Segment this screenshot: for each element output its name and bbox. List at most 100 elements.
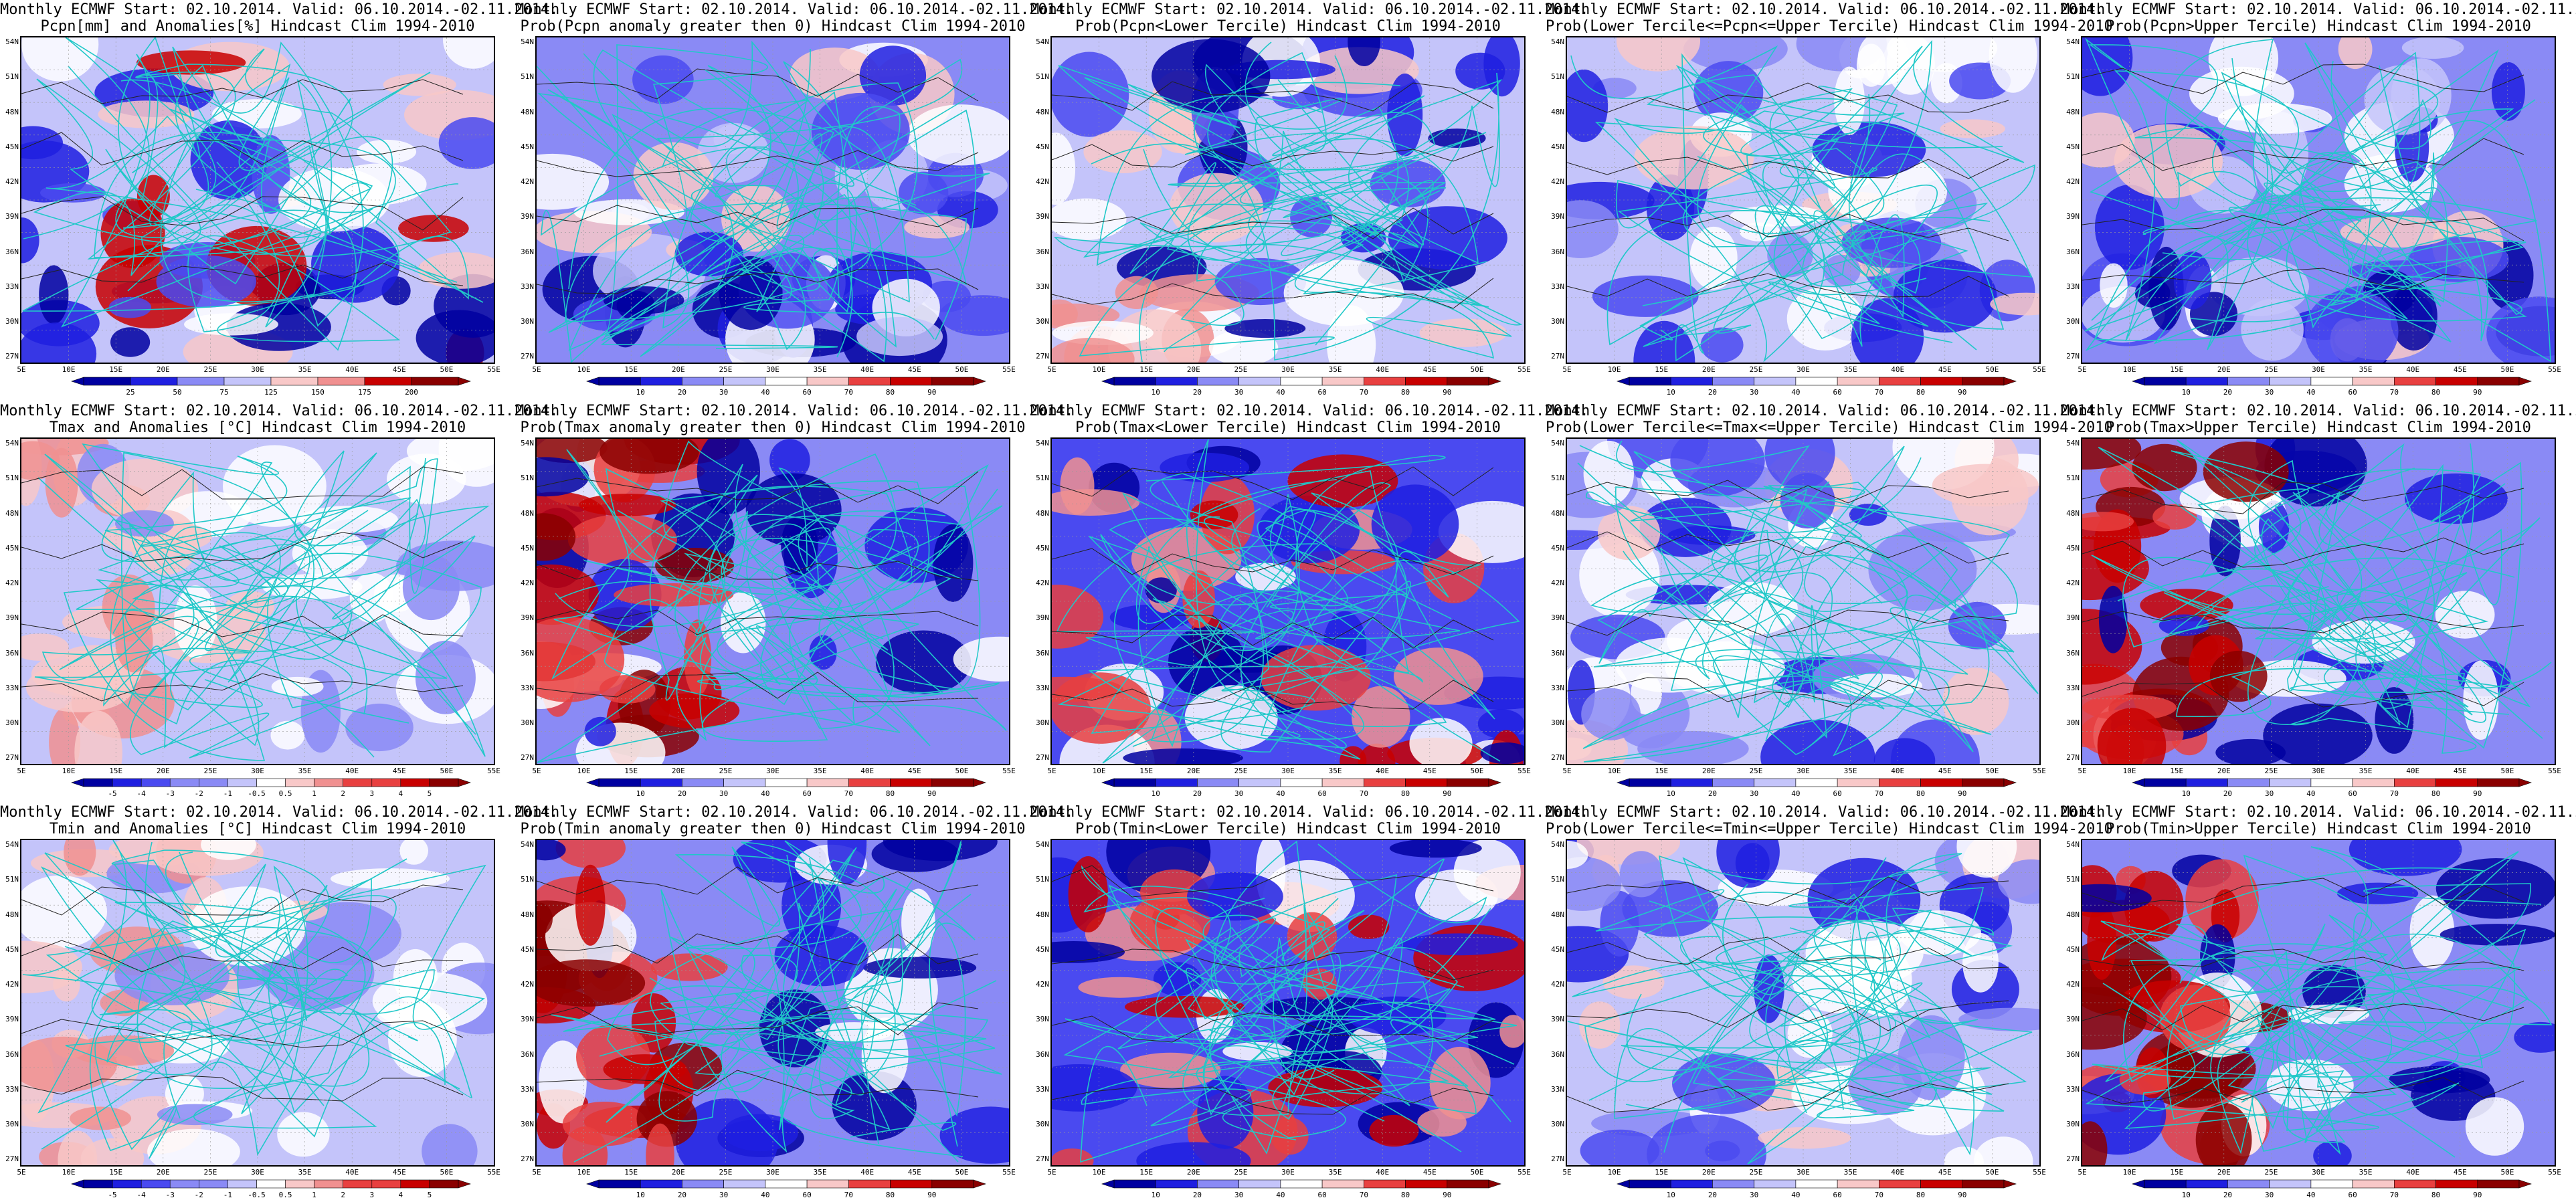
lon-tick-label: 35E: [1328, 1168, 1342, 1177]
lat-tick-label: 54N: [1036, 37, 1049, 46]
lon-tick-label: 10E: [1092, 1168, 1106, 1177]
lon-tick-label: 55E: [487, 1168, 500, 1177]
lat-tick-label: 42N: [1036, 579, 1049, 588]
lat-tick-label: 36N: [2066, 1049, 2080, 1059]
lat-tick-label: 27N: [1036, 352, 1049, 361]
colorbar-tick-label: 20: [677, 388, 687, 397]
map-field: [537, 37, 1009, 363]
lat-tick-label: 30N: [2066, 718, 2080, 728]
lon-tick-label: 55E: [1517, 365, 1531, 374]
panel-title-line2: Prob(Lower Tercile<=Tmin<=Upper Tercile)…: [1546, 821, 2113, 837]
colorbar-tick-label: 30: [1234, 1191, 1244, 1199]
colorbar-tick-label: 60: [1833, 789, 1842, 798]
lat-tick-label: 30N: [2066, 1120, 2080, 1129]
colorbar: [585, 377, 987, 386]
lon-tick-label: 50E: [2500, 1168, 2514, 1177]
colorbar-tick-label: 80: [1400, 789, 1410, 798]
map-area: [535, 36, 1010, 364]
map-area: [20, 36, 495, 364]
lat-tick-label: 54N: [5, 439, 19, 447]
colorbar-tick-label: 30: [1234, 789, 1244, 798]
lat-tick-label: 42N: [1551, 980, 1564, 989]
lon-tick-label: 55E: [1517, 767, 1531, 775]
colorbar-tick-label: 70: [844, 1191, 853, 1199]
colorbar-tick-label: 3: [369, 1191, 375, 1199]
panel-title-line1: Monthly ECMWF Start: 02.10.2014. Valid: …: [1030, 1, 1589, 18]
colorbar-tick-label: 10: [1666, 789, 1675, 798]
colorbar-tick-label: 70: [1359, 388, 1368, 397]
colorbar-tick-label: 30: [1234, 388, 1244, 397]
lon-tick-label: 10E: [2122, 365, 2136, 374]
colorbar-tick-label: 80: [1916, 388, 1926, 397]
lon-tick-label: 25E: [1749, 767, 1763, 775]
map-panel: Monthly ECMWF Start: 02.10.2014. Valid: …: [1546, 401, 2113, 803]
lat-tick-label: 39N: [1551, 212, 1564, 221]
lon-tick-label: 40E: [2406, 365, 2420, 374]
lon-tick-label: 45E: [1938, 767, 1952, 775]
colorbar-tick-label: 70: [2389, 789, 2399, 798]
lat-tick-label: 36N: [521, 247, 534, 256]
lon-tick-label: 55E: [2548, 1168, 2561, 1177]
lat-tick-label: 30N: [1551, 1120, 1564, 1129]
lon-tick-label: 50E: [2500, 767, 2514, 775]
lon-tick-label: 10E: [62, 1168, 76, 1177]
lat-tick-label: 45N: [5, 142, 19, 151]
lat-tick-label: 33N: [2066, 282, 2080, 291]
colorbar-tick-label: 90: [2473, 789, 2482, 798]
panel-title-line2: Prob(Tmin>Upper Tercile) Hindcast Clim 1…: [2106, 821, 2531, 837]
colorbar-tick-label: 70: [844, 789, 853, 798]
colorbar-tick-label: 1: [312, 1191, 316, 1199]
lon-tick-label: 55E: [2548, 767, 2561, 775]
colorbar-tick-label: 20: [2223, 388, 2233, 397]
lat-tick-label: 39N: [1036, 1015, 1049, 1024]
colorbar-tick-label: 10: [1666, 388, 1675, 397]
colorbar-tick-label: 2: [341, 1191, 345, 1199]
lat-tick-label: 48N: [521, 508, 534, 518]
panel-title-line1: Monthly ECMWF Start: 02.10.2014. Valid: …: [2061, 804, 2576, 821]
lat-tick-label: 36N: [1551, 648, 1564, 658]
lat-tick-label: 30N: [5, 1120, 19, 1129]
lon-tick-label: 25E: [203, 1168, 217, 1177]
lon-tick-label: 55E: [487, 365, 500, 374]
lat-tick-label: 51N: [5, 72, 19, 82]
lon-tick-label: 35E: [298, 365, 312, 374]
lon-tick-label: 45E: [2453, 365, 2467, 374]
lon-tick-label: 25E: [1234, 1168, 1248, 1177]
lon-tick-label: 15E: [1655, 365, 1669, 374]
colorbar-tick-label: 0.5: [278, 789, 292, 798]
colorbar-tick-label: 175: [358, 388, 371, 397]
lon-tick-label: 30E: [1797, 365, 1810, 374]
lat-tick-label: 39N: [2066, 613, 2080, 623]
lon-tick-label: 55E: [1002, 767, 1016, 775]
panel-title-line2: Tmax and Anomalies [°C] Hindcast Clim 19…: [49, 419, 466, 436]
colorbar-tick-label: 90: [1443, 388, 1452, 397]
lat-tick-label: 42N: [521, 177, 534, 187]
lat-tick-label: 39N: [521, 613, 534, 623]
colorbar-tick-label: 60: [802, 789, 812, 798]
map-panel: Monthly ECMWF Start: 02.10.2014. Valid: …: [1030, 803, 1589, 1204]
lon-tick-label: 30E: [251, 365, 264, 374]
lon-tick-label: 10E: [577, 1168, 591, 1177]
lon-tick-label: 40E: [345, 365, 359, 374]
colorbar-tick-label: 10: [1666, 1191, 1675, 1199]
lon-tick-label: 55E: [1002, 365, 1016, 374]
lon-tick-label: 5E: [17, 1168, 26, 1177]
colorbar-tick-label: 40: [1276, 388, 1285, 397]
map-area: [535, 437, 1010, 765]
colorbar-tick-label: -0.5: [248, 789, 266, 798]
colorbar-tick-label: 40: [2306, 388, 2316, 397]
panel-title-line1: Monthly ECMWF Start: 02.10.2014. Valid: …: [1546, 804, 2104, 821]
lat-tick-label: 27N: [1551, 753, 1564, 763]
lat-tick-label: 39N: [5, 212, 19, 221]
lat-tick-label: 48N: [5, 508, 19, 518]
lat-tick-label: 54N: [2066, 37, 2080, 46]
map-field: [21, 840, 494, 1165]
lon-tick-label: 45E: [907, 767, 921, 775]
colorbar-tick-label: -4: [136, 789, 146, 798]
lon-tick-label: 5E: [1047, 365, 1056, 374]
map-panel: Monthly ECMWF Start: 02.10.2014. Valid: …: [2061, 401, 2576, 803]
map-area: [2081, 437, 2556, 765]
lat-tick-label: 45N: [2066, 543, 2080, 553]
panel-title-line1: Monthly ECMWF Start: 02.10.2014. Valid: …: [1030, 804, 1589, 821]
lat-tick-label: 45N: [521, 142, 534, 151]
